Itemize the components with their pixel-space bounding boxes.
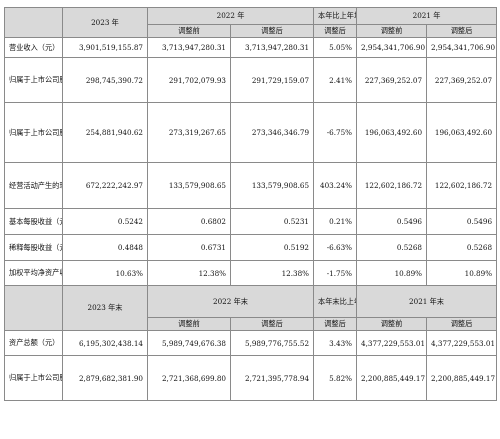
header-2021-before: 调整前 — [356, 317, 428, 331]
header-2023: 2023 年 — [62, 7, 148, 38]
row-label: 稀释每股收益（元/股） — [4, 234, 63, 261]
header-2022-after: 调整后 — [229, 24, 315, 38]
header-row-adjust-end: 调整前 调整后 调整后 调整前 调整后 — [5, 317, 498, 331]
table-row: 营业收入（元） 3,901,519,155.87 3,713,947,280.3… — [4, 37, 498, 58]
cell-2023: 0.5242 — [62, 208, 148, 235]
cell-2023: 2,879,682,381.90 — [62, 355, 148, 401]
header-2021: 2021 年 — [356, 7, 498, 25]
financial-table: 2023 年 2022 年 本年比上年增减 2021 年 调整前 调整后 调整后… — [4, 7, 498, 401]
header-2021-after: 调整后 — [426, 24, 498, 38]
cell-2023: 0.4848 — [62, 234, 148, 261]
cell-change: 5.82% — [313, 355, 358, 401]
row-label: 经营活动产生的现金流量净额（元） — [4, 162, 63, 209]
row-label: 归属于上市公司股东的净利润（元） — [4, 57, 63, 103]
cell-2021-before: 2,200,885,449.17 — [356, 355, 428, 401]
cell-2022-before: 0.6802 — [147, 208, 231, 235]
cell-2022-before: 5,989,749,676.38 — [147, 330, 231, 356]
cell-change: 5.05% — [313, 37, 358, 58]
cell-2022-before: 133,579,908.65 — [147, 162, 231, 209]
cell-2021-after: 0.5268 — [426, 234, 498, 261]
cell-2022-after: 5,989,776,755.52 — [229, 330, 315, 356]
header-2021-after: 调整后 — [426, 317, 498, 331]
cell-2021-after: 10.89% — [426, 260, 498, 286]
cell-2021-before: 2,954,341,706.90 — [356, 37, 428, 58]
cell-2023: 6,195,302,438.14 — [62, 330, 148, 356]
cell-change: 3.43% — [313, 330, 358, 356]
header-2022-end: 2022 年末 — [146, 285, 315, 318]
table-row: 归属于上市公司股东的扣除非经常性损益的净利润（元） 254,881,940.62… — [4, 102, 498, 163]
header-change: 本年比上年增减 — [313, 7, 358, 25]
cell-2022-before: 273,319,267.65 — [147, 102, 231, 163]
cell-2022-after: 3,713,947,280.31 — [229, 37, 315, 58]
table-row: 基本每股收益（元/股） 0.5242 0.6802 0.5231 0.21% 0… — [4, 208, 498, 235]
cell-2021-before: 10.89% — [356, 260, 428, 286]
row-label: 营业收入（元） — [4, 37, 63, 58]
cell-change: 2.41% — [313, 57, 358, 103]
table-row: 资产总额（元） 6,195,302,438.14 5,989,749,676.3… — [4, 330, 498, 356]
header-change-end: 本年末比上年末增减 — [313, 285, 358, 318]
header-blank — [4, 285, 63, 331]
cell-2022-after: 2,721,395,778.94 — [229, 355, 315, 401]
header-blank — [4, 7, 63, 38]
cell-change: 0.21% — [313, 208, 358, 235]
cell-change: -6.63% — [313, 234, 358, 261]
cell-2021-after: 4,377,229,553.01 — [426, 330, 498, 356]
cell-2022-after: 0.5192 — [229, 234, 315, 261]
cell-2022-before: 0.6731 — [147, 234, 231, 261]
header-2022-before: 调整前 — [147, 317, 231, 331]
cell-2021-before: 227,369,252.07 — [356, 57, 428, 103]
cell-2021-before: 0.5496 — [356, 208, 428, 235]
cell-2022-after: 291,729,159.07 — [229, 57, 315, 103]
cell-change: -6.75% — [313, 102, 358, 163]
cell-2022-before: 12.38% — [147, 260, 231, 286]
header-row-years-end: 2023 年末 2022 年末 本年末比上年末增减 2021 年末 — [4, 285, 498, 331]
cell-2021-after: 196,063,492.60 — [426, 102, 498, 163]
cell-change: 403.24% — [313, 162, 358, 209]
cell-2022-after: 12.38% — [229, 260, 315, 286]
cell-2023: 10.63% — [62, 260, 148, 286]
cell-2021-before: 4,377,229,553.01 — [356, 330, 428, 356]
table-row: 经营活动产生的现金流量净额（元） 672,222,242.97 133,579,… — [4, 162, 498, 209]
cell-2021-before: 122,602,186.72 — [356, 162, 428, 209]
header-2021-end: 2021 年末 — [356, 285, 498, 318]
row-label: 资产总额（元） — [4, 330, 63, 356]
table-row: 归属于上市公司股东的净利润（元） 298,745,390.72 291,702,… — [4, 57, 498, 103]
cell-2022-after: 273,346,346.79 — [229, 102, 315, 163]
cell-2023: 672,222,242.97 — [62, 162, 148, 209]
header-2023-end: 2023 年末 — [62, 285, 148, 331]
cell-2022-before: 291,702,079.93 — [147, 57, 231, 103]
cell-2021-after: 122,602,186.72 — [426, 162, 498, 209]
cell-2022-before: 2,721,368,699.80 — [147, 355, 231, 401]
cell-2023: 3,901,519,155.87 — [62, 37, 148, 58]
row-label: 基本每股收益（元/股） — [4, 208, 63, 235]
cell-2021-after: 0.5496 — [426, 208, 498, 235]
row-label: 归属于上市公司股东的扣除非经常性损益的净利润（元） — [4, 102, 63, 163]
header-change-after: 调整后 — [313, 24, 358, 38]
row-label: 归属于上市公司股东的净资产（元） — [4, 355, 63, 401]
header-2021-before: 调整前 — [356, 24, 428, 38]
cell-2022-after: 0.5231 — [229, 208, 315, 235]
row-label: 加权平均净资产收益率 — [4, 260, 63, 286]
cell-2021-before: 196,063,492.60 — [356, 102, 428, 163]
header-2022-after: 调整后 — [229, 317, 315, 331]
cell-2021-after: 2,200,885,449.17 — [426, 355, 498, 401]
cell-2023: 298,745,390.72 — [62, 57, 148, 103]
cell-2021-after: 227,369,252.07 — [426, 57, 498, 103]
cell-2022-after: 133,579,908.65 — [229, 162, 315, 209]
header-2022: 2022 年 — [146, 7, 315, 25]
header-change-after: 调整后 — [313, 317, 358, 331]
table-row: 稀释每股收益（元/股） 0.4848 0.6731 0.5192 -6.63% … — [4, 234, 498, 261]
cell-2021-after: 2,954,341,706.90 — [426, 37, 498, 58]
header-row-years: 2023 年 2022 年 本年比上年增减 2021 年 — [4, 7, 498, 38]
table-row: 加权平均净资产收益率 10.63% 12.38% 12.38% -1.75% 1… — [4, 260, 498, 286]
cell-2023: 254,881,940.62 — [62, 102, 148, 163]
cell-change: -1.75% — [313, 260, 358, 286]
table-row: 归属于上市公司股东的净资产（元） 2,879,682,381.90 2,721,… — [4, 355, 498, 401]
cell-2022-before: 3,713,947,280.31 — [147, 37, 231, 58]
header-2022-before: 调整前 — [147, 24, 231, 38]
cell-2021-before: 0.5268 — [356, 234, 428, 261]
